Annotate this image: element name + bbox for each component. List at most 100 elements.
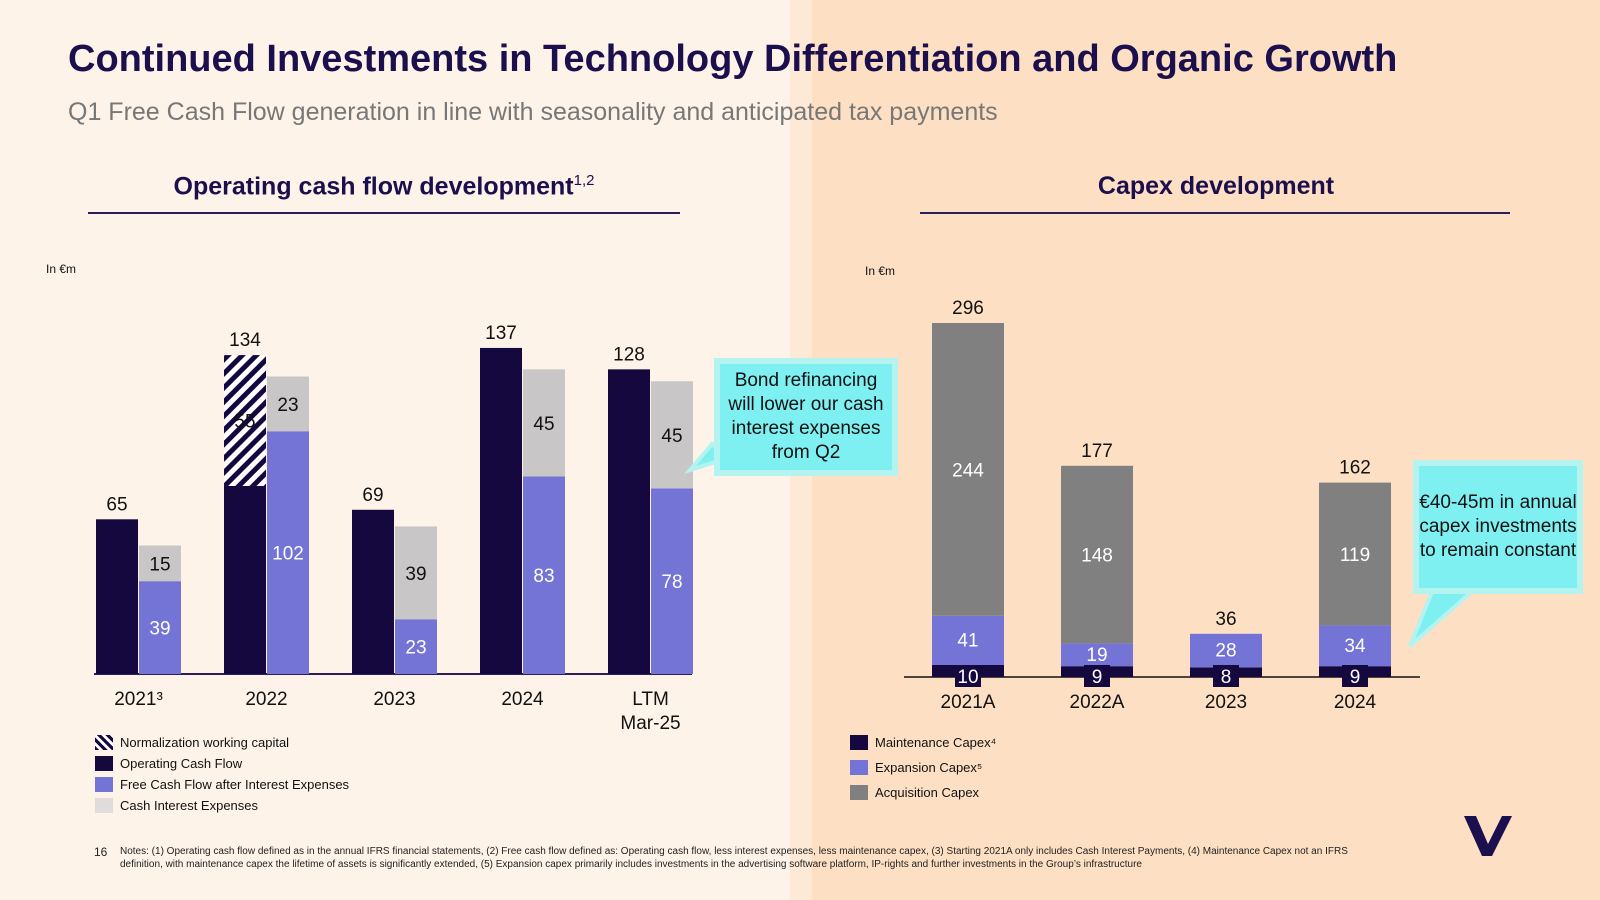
bar-label-maintenance-capex: 8 (1221, 667, 1232, 688)
left-section-title-text: Operating cash flow development (173, 172, 574, 201)
legend-item: Maintenance Capex⁴ (850, 730, 996, 755)
purple-swatch-icon (850, 760, 868, 775)
bar-label-normalization: 55 (234, 412, 255, 433)
bar-cash-interest-expenses (395, 526, 437, 620)
right-section-title: Capex development (1097, 172, 1335, 200)
bar-label-cash-interest: 45 (533, 414, 554, 435)
grey-swatch-icon (850, 785, 868, 800)
right-section-rule (920, 212, 1510, 214)
bar-free-cash-flow (267, 431, 309, 674)
legend-label: Free Cash Flow after Interest Expenses (120, 777, 350, 792)
bar-expansion-capex (1319, 625, 1391, 667)
bar-cash-interest-expenses (651, 381, 693, 489)
bar-label-expansion-capex: 19 (1086, 645, 1107, 666)
bar-free-cash-flow (139, 581, 181, 674)
category-label: 2022 (245, 689, 287, 710)
bar-label-maintenance-capex: 9 (1092, 667, 1103, 688)
right-unit-label: In €m (865, 264, 896, 278)
maintenance-label-box (955, 665, 981, 687)
legend-label: Expansion Capex⁵ (875, 760, 983, 775)
bar-label-expansion-capex: 41 (957, 630, 978, 651)
navy-swatch-icon (95, 756, 113, 771)
bar-acquisition-capex (1319, 482, 1391, 626)
page-subtitle: Q1 Free Cash Flow generation in line wit… (68, 98, 998, 126)
left-chart: 65 39 15 2021³ 55 134 102 23 2022 69 23 39 2023 137 83… (94, 323, 693, 734)
bar-label-expansion-capex: 28 (1215, 641, 1236, 662)
total-label-operating-cash-flow: 137 (485, 323, 517, 344)
bar-label-cash-interest: 45 (661, 426, 682, 447)
right-legend: Maintenance Capex⁴ Expansion Capex⁵ Acqu… (850, 730, 996, 805)
legend-item: Cash Interest Expenses (95, 795, 349, 816)
bar-label-acquisition-capex: 148 (1081, 546, 1113, 567)
bar-expansion-capex (1190, 633, 1262, 668)
bar-label-maintenance-capex: 10 (957, 667, 978, 688)
bar-label-cash-interest: 39 (405, 564, 426, 585)
bar-cash-interest-expenses (523, 369, 565, 477)
total-label-capex: 296 (952, 298, 984, 319)
total-label-capex: 36 (1215, 609, 1236, 630)
left-section-rule (88, 212, 680, 214)
category-label: 2021A (941, 692, 996, 713)
category-label: LTM (632, 689, 669, 710)
legend-item: Expansion Capex⁵ (850, 755, 996, 780)
legend-label: Acquisition Capex (875, 785, 980, 800)
left-unit-label: In €m (46, 262, 77, 276)
bar-label-expansion-capex: 34 (1344, 636, 1366, 657)
bar-operating-cash-flow (608, 369, 650, 674)
total-label-operating-cash-flow: 65 (106, 494, 127, 515)
bar-cash-interest-expenses (139, 545, 181, 582)
left-legend: Normalization working capital Operating … (95, 732, 349, 816)
total-label-operating-cash-flow: 128 (613, 344, 645, 365)
legend-item: Operating Cash Flow (95, 753, 349, 774)
bar-free-cash-flow (523, 476, 565, 674)
bar-free-cash-flow (395, 619, 437, 674)
footnotes: Notes: (1) Operating cash flow defined a… (120, 846, 1348, 870)
legend-item: Free Cash Flow after Interest Expenses (95, 774, 349, 795)
bar-acquisition-capex (932, 323, 1004, 616)
bar-label-free-cash-flow: 23 (405, 638, 426, 659)
page-title: Continued Investments in Technology Diff… (68, 38, 1398, 80)
maintenance-label-box (1084, 665, 1110, 687)
legend-label: Operating Cash Flow (120, 756, 243, 771)
bar-operating-cash-flow (224, 485, 266, 674)
bar-normalization-working-capital (224, 355, 266, 486)
legend-label: Cash Interest Expenses (120, 798, 259, 813)
bar-label-acquisition-capex: 244 (952, 460, 984, 481)
brand-logo-icon (1464, 816, 1512, 856)
category-label: Mar-25 (620, 713, 680, 734)
category-label: 2024 (1334, 692, 1377, 713)
bar-label-maintenance-capex: 9 (1350, 667, 1361, 688)
hatch-swatch-icon (95, 735, 113, 750)
bar-acquisition-capex (1061, 465, 1133, 644)
category-label: 2021³ (114, 689, 163, 710)
legend-item: Normalization working capital (95, 732, 349, 753)
bar-expansion-capex (932, 615, 1004, 665)
category-label: 2024 (501, 689, 544, 710)
page-number: 16 (94, 845, 108, 859)
legend-label: Normalization working capital (120, 735, 290, 750)
left-section-title: Operating cash flow development1,2 (88, 172, 680, 201)
grey-swatch-icon (95, 798, 113, 813)
bar-label-free-cash-flow: 83 (533, 566, 554, 587)
total-label-operating-cash-flow: 69 (362, 485, 383, 506)
category-label: 2023 (1205, 692, 1247, 713)
total-label-operating-cash-flow: 134 (229, 330, 261, 351)
legend-label: Maintenance Capex⁴ (875, 735, 997, 750)
bar-label-acquisition-capex: 119 (1340, 545, 1370, 566)
left-callout: Bond refinancing will lower our cash int… (714, 358, 898, 476)
bar-cash-interest-expenses (267, 376, 309, 432)
bar-label-free-cash-flow: 39 (149, 619, 170, 640)
bar-operating-cash-flow (352, 509, 394, 674)
legend-item: Acquisition Capex (850, 780, 996, 805)
bar-expansion-capex (1061, 643, 1133, 667)
bar-operating-cash-flow (480, 347, 522, 674)
maintenance-label-box (1342, 665, 1368, 687)
bar-label-free-cash-flow: 78 (661, 572, 682, 593)
navy-swatch-icon (850, 735, 868, 750)
bar-label-cash-interest: 23 (277, 395, 298, 416)
bar-operating-cash-flow (96, 519, 138, 674)
maintenance-label-box (1213, 665, 1239, 687)
bar-label-free-cash-flow: 102 (272, 544, 304, 565)
category-label: 2022A (1070, 692, 1125, 713)
